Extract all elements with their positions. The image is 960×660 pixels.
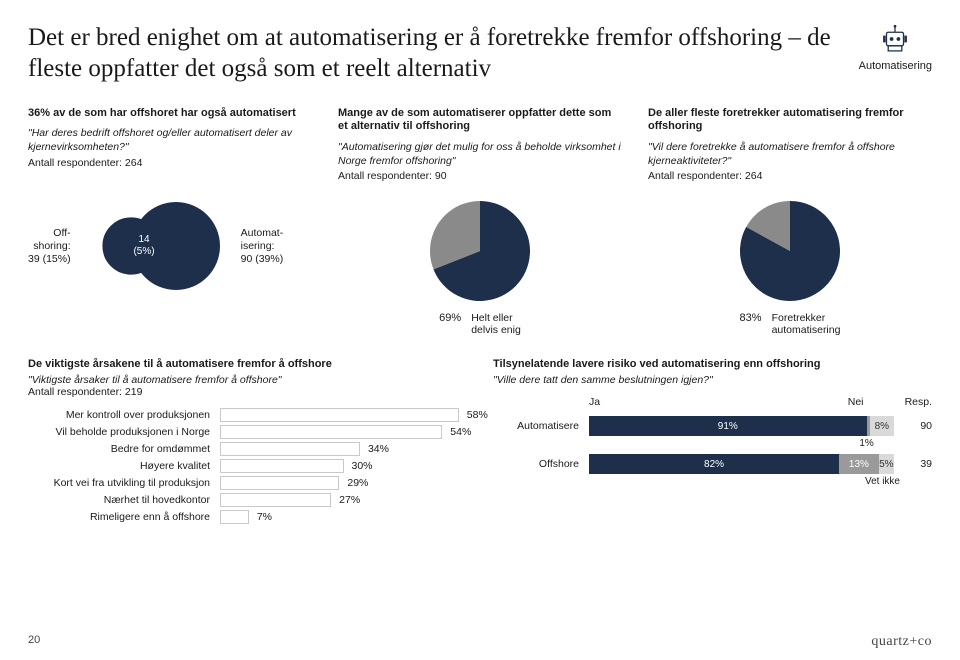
reasons-panel: De viktigste årsakene til å automatisere… <box>28 358 467 527</box>
venn-chart: Off-shoring:39 (15%) 14 (5%) Automat-ise… <box>28 196 312 296</box>
legend-ja: Ja <box>589 396 803 408</box>
col2-resp: Antall respondenter: 90 <box>338 170 622 182</box>
col3-quote: "Vil dere foretrekke å automatisere frem… <box>648 140 932 168</box>
risk-row-label: Offshore <box>493 458 579 470</box>
legend-resp: Resp. <box>904 396 932 408</box>
col-offshored-automated: 36% av de som har offshoret har også aut… <box>28 107 312 183</box>
pie-alternative: 69% Helt ellerdelvis enig <box>338 196 622 336</box>
reason-label: Vil beholde produksjonen i Norge <box>28 426 210 438</box>
reason-bar: Kort vei fra utvikling til produksjon29% <box>28 476 467 490</box>
page-title: Det er bred enighet om at automatisering… <box>28 22 839 85</box>
reason-bar: Bedre for omdømmet34% <box>28 442 467 456</box>
col2-heading: Mange av de som automatiserer oppfatter … <box>338 107 622 135</box>
reason-bar: Nærhet til hovedkontor27% <box>28 493 467 507</box>
col-prefer: De aller fleste foretrekker automatiseri… <box>648 107 932 183</box>
risk-row: Automatisere91%8%1%90 <box>493 416 932 436</box>
page-number: 20 <box>28 634 40 650</box>
venn-left-label: Off-shoring:39 (15%) <box>28 227 71 266</box>
reason-label: Mer kontroll over produksjonen <box>28 409 210 421</box>
reasons-quote: "Viktigste årsaker til å automatisere fr… <box>28 374 467 386</box>
col1-heading: 36% av de som har offshoret har også aut… <box>28 107 312 121</box>
col3-resp: Antall respondenter: 264 <box>648 170 932 182</box>
pie1-pct: 69% <box>439 312 461 324</box>
col1-resp: Antall respondenter: 264 <box>28 157 312 169</box>
col-alternative: Mange av de som automatiserer oppfatter … <box>338 107 622 183</box>
risk-heading: Tilsynelatende lavere risiko ved automat… <box>493 358 932 370</box>
pie1-label: Helt ellerdelvis enig <box>471 312 521 336</box>
pie-prefer: 83% Foretrekkerautomatisering <box>648 196 932 336</box>
reason-label: Nærhet til hovedkontor <box>28 494 210 506</box>
reasons-heading: De viktigste årsakene til å automatisere… <box>28 358 467 370</box>
risk-row-n: 90 <box>904 420 932 432</box>
reason-label: Bedre for omdømmet <box>28 443 210 455</box>
reason-bar: Høyere kvalitet30% <box>28 459 467 473</box>
reason-bar: Vil beholde produksjonen i Norge54% <box>28 425 467 439</box>
brand-logo: quartz+co <box>871 634 932 650</box>
venn-right-label: Automat-isering:90 (39%) <box>241 227 284 266</box>
topic-badge: Automatisering <box>859 22 932 72</box>
pie2-pct: 83% <box>740 312 762 324</box>
svg-text:(5%): (5%) <box>133 246 154 257</box>
badge-label: Automatisering <box>859 60 932 72</box>
col1-quote: "Har deres bedrift offshoret og/eller au… <box>28 126 312 154</box>
reason-bar: Mer kontroll over produksjonen58% <box>28 408 467 422</box>
reasons-resp: Antall respondenter: 219 <box>28 386 467 398</box>
col3-heading: De aller fleste foretrekker automatiseri… <box>648 107 932 135</box>
reason-label: Høyere kvalitet <box>28 460 210 472</box>
risk-panel: Tilsynelatende lavere risiko ved automat… <box>493 358 932 527</box>
reason-bar: Rimeligere enn å offshore7% <box>28 510 467 524</box>
risk-row-label: Automatisere <box>493 420 579 432</box>
risk-row: Offshore82%13%5%39 <box>493 454 932 474</box>
risk-row-n: 39 <box>904 458 932 470</box>
vetikke-label: Vet ikke <box>493 476 932 487</box>
col2-quote: "Automatisering gjør det mulig for oss å… <box>338 140 622 168</box>
pie2-label: Foretrekkerautomatisering <box>772 312 841 336</box>
robot-icon <box>878 22 912 56</box>
legend-nei: Nei <box>803 396 864 408</box>
risk-quote: "Ville dere tatt den samme beslutningen … <box>493 374 932 386</box>
reason-label: Kort vei fra utvikling til produksjon <box>28 477 210 489</box>
reason-label: Rimeligere enn å offshore <box>28 511 210 523</box>
svg-text:14: 14 <box>138 234 150 245</box>
